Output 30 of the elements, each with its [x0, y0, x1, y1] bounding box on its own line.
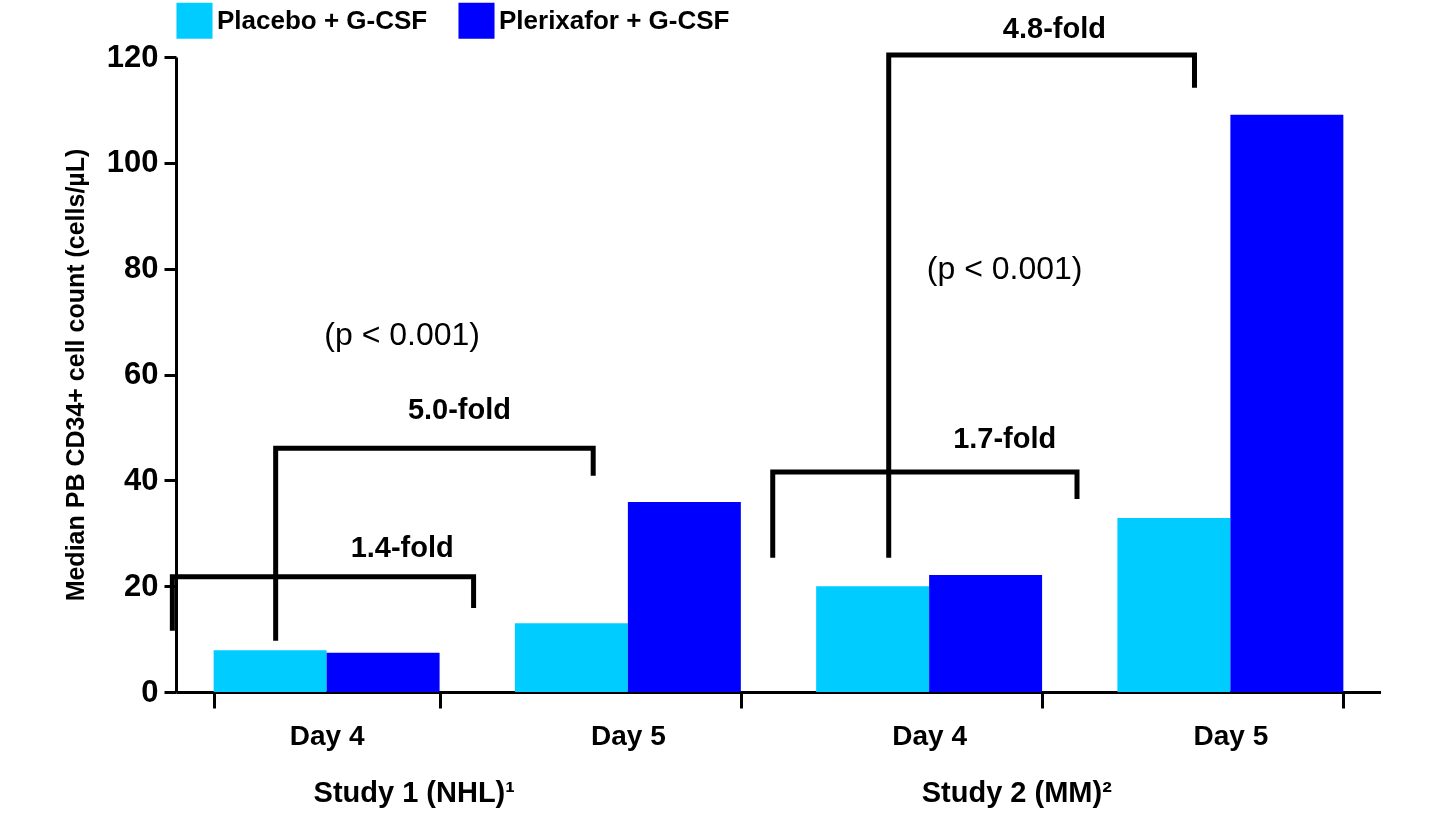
annotation: (p < 0.001)	[324, 315, 481, 352]
bar	[514, 623, 628, 692]
bar	[1230, 114, 1344, 692]
bar	[816, 586, 930, 692]
y-tick-label: 80	[124, 250, 159, 286]
bar	[929, 575, 1043, 692]
x-tick-label: Day 4	[892, 719, 968, 751]
y-axis-title: Median PB CD34+ cell count (cells/µL)	[60, 148, 89, 602]
y-tick-label: 40	[124, 461, 159, 497]
text: Study 1 (NHL)¹	[313, 776, 515, 808]
legend-label: Placebo + G-CSF	[217, 4, 428, 35]
bar	[1117, 517, 1231, 692]
x-tick-label: Day 4	[289, 719, 365, 751]
annotation: 1.7-fold	[953, 422, 1057, 455]
annotation: 1.4-fold	[350, 531, 454, 564]
y-tick-label: 60	[124, 356, 159, 391]
x-tick-label: Day 5	[1193, 719, 1269, 751]
y-tick-label: 120	[106, 38, 159, 74]
bar	[326, 652, 440, 692]
y-tick-label: 0	[141, 673, 159, 709]
y-tick-label: 100	[106, 144, 159, 180]
bar	[213, 650, 327, 692]
legend-label: Plerixafor + G-CSF	[499, 4, 730, 35]
x-tick-label: Day 5	[591, 719, 666, 751]
text: 4.8-fold	[1002, 11, 1106, 44]
bar	[627, 502, 741, 692]
annotation: (p < 0.001)	[926, 249, 1083, 286]
text: Study 2 (MM)²	[921, 776, 1113, 808]
y-tick-label: 20	[124, 567, 159, 603]
annotation: 5.0-fold	[407, 392, 511, 425]
